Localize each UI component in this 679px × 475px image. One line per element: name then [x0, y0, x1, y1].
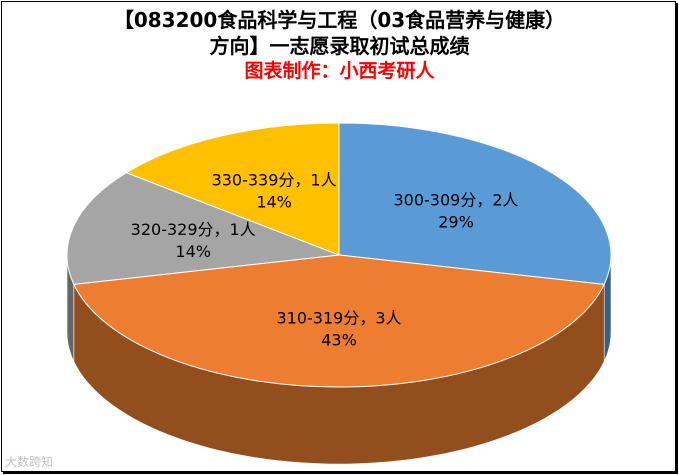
slice-percent-2: 14% — [175, 242, 211, 261]
pie-slice-1 — [73, 254, 605, 388]
slice-percent-0: 29% — [438, 213, 474, 232]
pie-slice-2 — [66, 172, 340, 285]
slice-label-1: 310-319分，3人 — [276, 309, 401, 328]
slice-label-3: 330-339分，1人 — [212, 171, 337, 190]
pie-labels: 300-309分，2人29%310-319分，3人43%320-329分，1人1… — [131, 171, 519, 350]
slice-label-0: 300-309分，2人 — [393, 191, 518, 210]
chart-title-line-2: 方向】一志愿录取初试总成绩 — [209, 34, 470, 58]
pie-slice-3 — [125, 122, 340, 256]
slice-percent-3: 14% — [256, 193, 292, 212]
pie-slice-0 — [338, 122, 612, 285]
slice-percent-1: 43% — [321, 331, 357, 350]
pie-top — [66, 122, 612, 388]
chart-title-line-1: 【083200食品科学与工程（03食品营养与健康） — [113, 8, 566, 32]
slice-label-2: 320-329分，1人 — [131, 220, 256, 239]
watermark-text: 大数跨知 — [5, 455, 54, 469]
chart-subtitle: 图表制作：小西考研人 — [244, 60, 435, 82]
